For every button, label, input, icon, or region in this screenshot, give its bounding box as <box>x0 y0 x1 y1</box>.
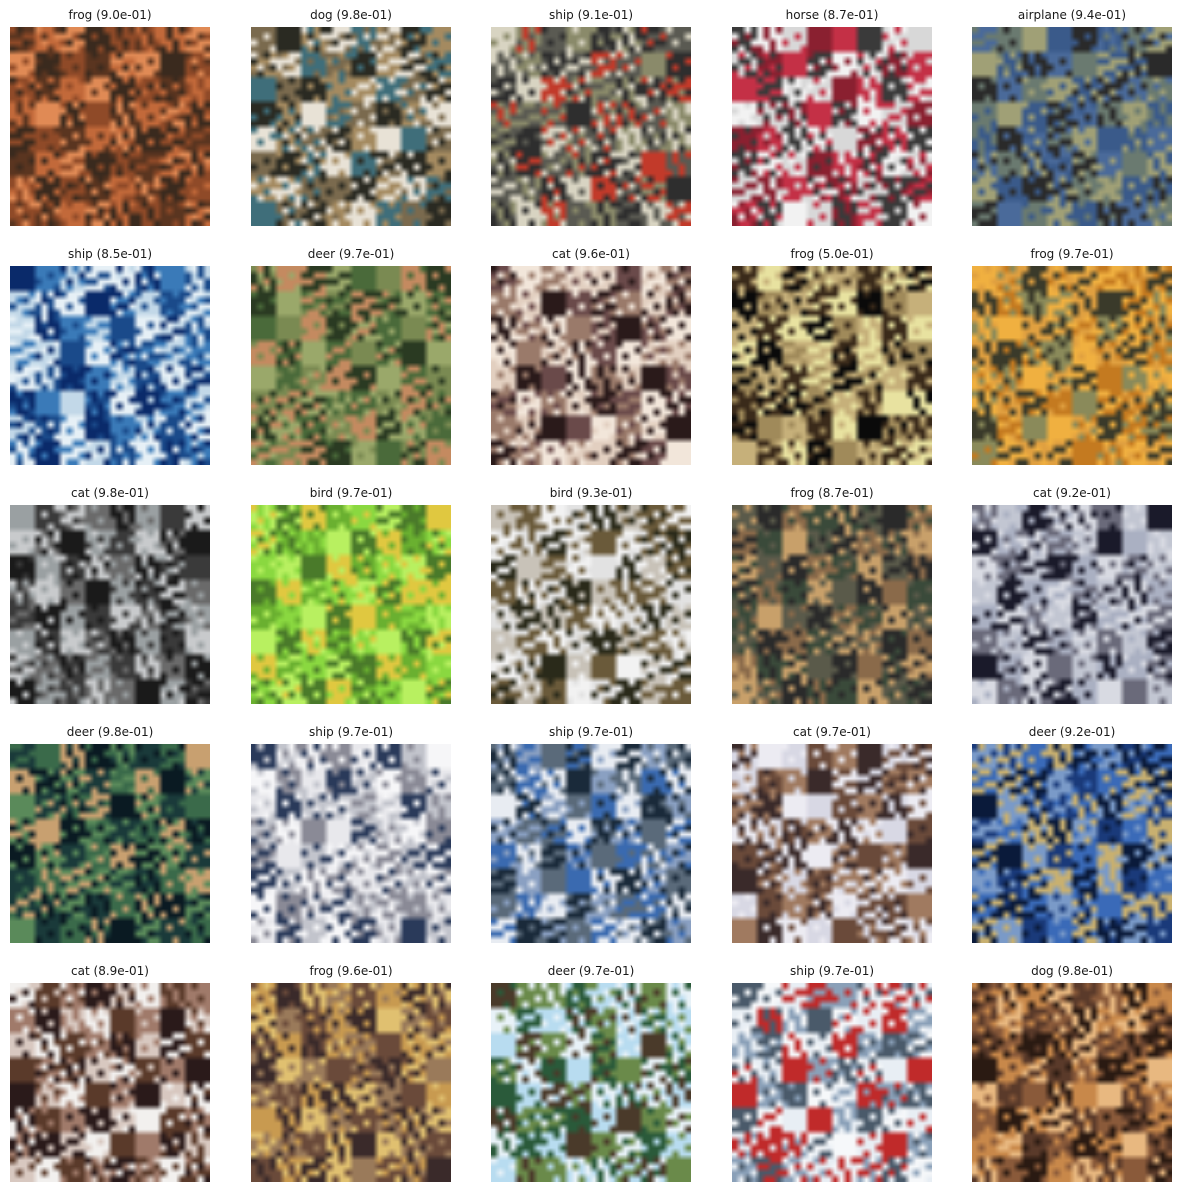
tile-title: deer (9.2e-01) <box>1028 725 1116 739</box>
tile-title: deer (9.8e-01) <box>66 725 154 739</box>
image-tile: cat (8.9e-01) <box>10 963 210 1185</box>
sample-image <box>251 505 451 704</box>
tile-title: ship (8.5e-01) <box>67 247 153 261</box>
sample-image <box>732 744 932 943</box>
image-tile: ship (9.1e-01) <box>491 7 691 229</box>
sample-image <box>491 983 691 1182</box>
image-tile: frog (9.0e-01) <box>10 7 210 229</box>
image-tile: dog (9.8e-01) <box>972 963 1172 1185</box>
sample-image <box>10 27 210 226</box>
tile-title: cat (9.2e-01) <box>1033 486 1111 500</box>
sample-image <box>972 983 1172 1182</box>
image-tile: ship (9.7e-01) <box>491 724 691 946</box>
tile-title: deer (9.7e-01) <box>307 247 395 261</box>
image-tile: ship (9.7e-01) <box>251 724 451 946</box>
tile-title: frog (5.0e-01) <box>790 247 874 261</box>
sample-image <box>10 266 210 465</box>
tile-title: dog (9.8e-01) <box>310 8 392 22</box>
image-tile: deer (9.7e-01) <box>491 963 691 1185</box>
tile-title: horse (8.7e-01) <box>785 8 879 22</box>
tile-title: frog (9.0e-01) <box>68 8 152 22</box>
image-tile: bird (9.3e-01) <box>491 485 691 707</box>
image-tile: deer (9.2e-01) <box>972 724 1172 946</box>
sample-image <box>732 27 932 226</box>
image-tile: ship (8.5e-01) <box>10 246 210 468</box>
tile-title: frog (8.7e-01) <box>790 486 874 500</box>
tile-title: cat (9.7e-01) <box>793 725 871 739</box>
sample-image <box>10 983 210 1182</box>
tile-title: airplane (9.4e-01) <box>1017 8 1127 22</box>
image-tile: deer (9.8e-01) <box>10 724 210 946</box>
image-tile: ship (9.7e-01) <box>732 963 932 1185</box>
image-tile: cat (9.6e-01) <box>491 246 691 468</box>
sample-image <box>251 744 451 943</box>
sample-image <box>251 266 451 465</box>
tile-title: cat (9.8e-01) <box>71 486 149 500</box>
image-tile: dog (9.8e-01) <box>251 7 451 229</box>
tile-title: ship (9.1e-01) <box>548 8 634 22</box>
sample-image <box>972 266 1172 465</box>
tile-title: deer (9.7e-01) <box>547 964 635 978</box>
image-tile: cat (9.8e-01) <box>10 485 210 707</box>
tile-title: ship (9.7e-01) <box>308 725 394 739</box>
image-tile: bird (9.7e-01) <box>251 485 451 707</box>
tile-title: ship (9.7e-01) <box>548 725 634 739</box>
image-tile: frog (9.6e-01) <box>251 963 451 1185</box>
sample-image <box>10 744 210 943</box>
image-tile: cat (9.2e-01) <box>972 485 1172 707</box>
sample-image <box>491 266 691 465</box>
sample-image <box>732 983 932 1182</box>
tile-title: ship (9.7e-01) <box>789 964 875 978</box>
image-tile: deer (9.7e-01) <box>251 246 451 468</box>
image-tile: frog (8.7e-01) <box>732 485 932 707</box>
sample-image <box>732 266 932 465</box>
tile-title: cat (9.6e-01) <box>552 247 630 261</box>
sample-image <box>972 744 1172 943</box>
sample-image <box>10 505 210 704</box>
tile-title: cat (8.9e-01) <box>71 964 149 978</box>
image-tile: horse (8.7e-01) <box>732 7 932 229</box>
sample-image <box>972 505 1172 704</box>
sample-image <box>732 505 932 704</box>
image-tile: airplane (9.4e-01) <box>972 7 1172 229</box>
tile-title: dog (9.8e-01) <box>1031 964 1113 978</box>
tile-title: frog (9.7e-01) <box>1030 247 1114 261</box>
image-tile: frog (9.7e-01) <box>972 246 1172 468</box>
sample-image <box>491 744 691 943</box>
tile-title: bird (9.7e-01) <box>309 486 393 500</box>
tile-title: bird (9.3e-01) <box>549 486 633 500</box>
sample-image <box>491 505 691 704</box>
sample-image <box>251 983 451 1182</box>
sample-image <box>491 27 691 226</box>
sample-image <box>972 27 1172 226</box>
image-tile: cat (9.7e-01) <box>732 724 932 946</box>
tile-title: frog (9.6e-01) <box>309 964 393 978</box>
sample-image <box>251 27 451 226</box>
image-tile: frog (5.0e-01) <box>732 246 932 468</box>
